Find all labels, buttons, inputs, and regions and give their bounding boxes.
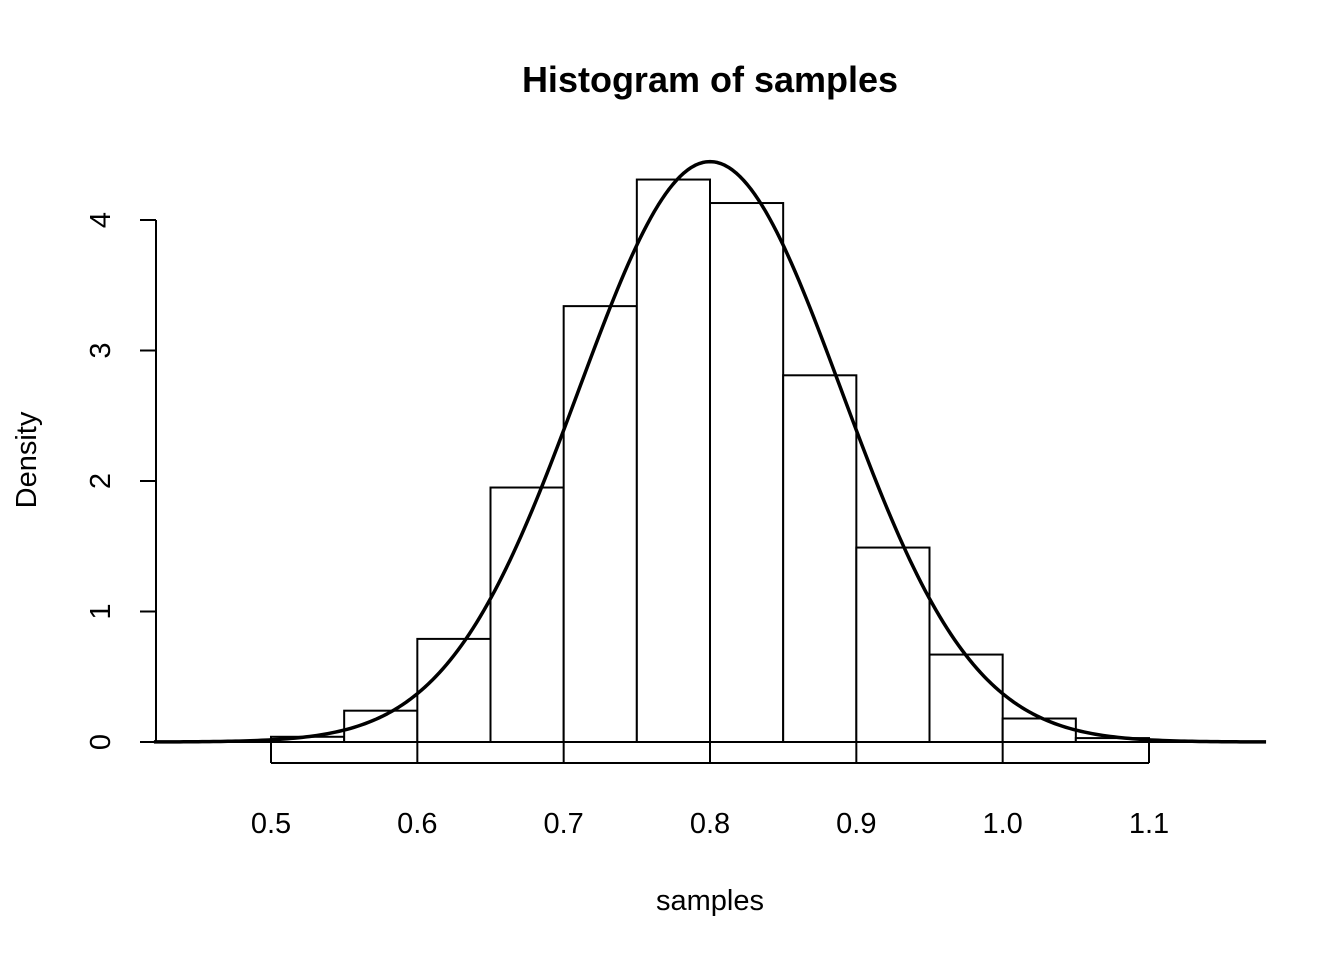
density-curve xyxy=(153,159,1267,744)
chart-title: Histogram of samples xyxy=(522,59,898,100)
histogram-bar-8 xyxy=(782,374,858,743)
bars-group xyxy=(270,178,1150,744)
x-tick-label-6: 1.0 xyxy=(983,808,1023,840)
y-axis: 0 1 2 3 4 xyxy=(85,212,157,750)
y-tick-label-2: 1 xyxy=(85,603,117,619)
histogram-bar-10 xyxy=(928,653,1004,744)
histogram-bar-9 xyxy=(855,546,931,743)
histogram-bar-6 xyxy=(635,178,712,744)
x-axis-label: samples xyxy=(656,885,764,917)
histogram-bar-11 xyxy=(1001,717,1077,744)
x-axis: 0.5 0.6 0.7 0.8 0.9 1.0 1.1 xyxy=(251,743,1169,840)
x-tick-label-1: 0.5 xyxy=(251,808,291,840)
y-tick-label-1: 0 xyxy=(85,734,117,750)
histogram-bar-5 xyxy=(562,305,638,743)
y-tick-label-3: 2 xyxy=(85,473,117,489)
y-tick-label-4: 3 xyxy=(85,342,117,358)
x-tick-label-4: 0.8 xyxy=(690,808,730,840)
histogram-bar-7 xyxy=(709,202,785,743)
y-tick-label-5: 4 xyxy=(85,212,117,228)
y-axis-label: Density xyxy=(11,411,43,508)
x-tick-label-5: 0.9 xyxy=(836,808,876,840)
x-tick-label-2: 0.6 xyxy=(397,808,437,840)
x-tick-label-7: 1.1 xyxy=(1129,808,1169,840)
x-tick-label-3: 0.7 xyxy=(544,808,584,840)
